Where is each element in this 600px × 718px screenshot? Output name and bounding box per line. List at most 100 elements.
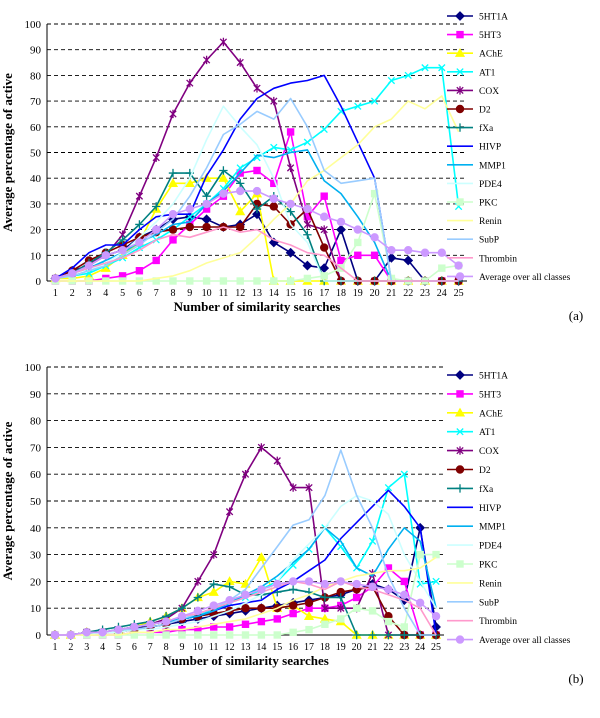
x-tick-label: 17 (304, 642, 314, 653)
data-point-average-over-all-classes (320, 579, 330, 589)
x-tick-label: 10 (202, 288, 212, 299)
x-tick-label: 9 (179, 642, 184, 653)
series-line-thrombin (55, 226, 459, 282)
data-point-ache (235, 206, 246, 216)
legend-marker (456, 446, 464, 455)
legend-item-hivp: HIVP (447, 504, 501, 514)
data-point-cox (320, 225, 328, 234)
data-point-at1 (384, 483, 393, 492)
data-point-cox (202, 55, 211, 65)
data-point-cox (257, 443, 266, 452)
legend-marker (455, 104, 465, 114)
y-tick-label: 80 (30, 70, 42, 82)
legend-item-mmp1: MMP1 (447, 161, 506, 171)
x-tick-label: 12 (225, 642, 235, 653)
legend-item-subp: SubP (447, 236, 499, 246)
y-tick-label: 80 (30, 416, 42, 428)
x-tick-label: 8 (164, 642, 169, 653)
y-tick-label: 20 (30, 225, 42, 237)
data-point-average-over-all-classes (209, 601, 218, 610)
x-tick-label: 7 (148, 642, 153, 653)
data-point-cox (321, 604, 329, 613)
x-tick-label: 24 (437, 288, 447, 299)
data-point-ache (208, 586, 219, 596)
x-tick-label: 20 (370, 288, 380, 299)
legend-item-thrombin: Thrombin (447, 617, 517, 627)
data-point-pkc (253, 277, 261, 285)
data-point-cox (273, 456, 281, 465)
data-point-average-over-all-classes (241, 590, 250, 599)
legend-item-renin: Renin (447, 579, 502, 589)
legend-item-hivp: HIVP (447, 143, 501, 153)
data-point-5ht1a (386, 252, 397, 263)
data-point-average-over-all-classes (84, 261, 94, 270)
data-point-d2 (304, 598, 314, 608)
x-tick-label: 23 (399, 642, 409, 653)
legend-marker (456, 198, 464, 206)
legend-label: Average over all classes (479, 636, 571, 646)
x-tick-label: 14 (256, 642, 266, 653)
data-point-pkc (289, 628, 297, 637)
data-point-d2 (257, 604, 266, 613)
data-point-cox (337, 604, 345, 613)
data-point-fxa (336, 593, 345, 602)
data-point-5ht3 (135, 267, 144, 275)
data-point-cox (135, 191, 144, 201)
legend-label: SubP (479, 598, 499, 608)
data-point-average-over-all-classes (286, 199, 295, 209)
y-tick-label: 70 (30, 96, 42, 108)
data-point-5ht3 (337, 256, 345, 265)
data-point-ache (167, 178, 179, 188)
data-point-5ht1a (336, 224, 346, 235)
legend-label: Renin (479, 579, 502, 589)
data-point-pkc (210, 631, 218, 639)
data-point-pkc (352, 604, 361, 612)
legend-item-5ht3: 5HT3 (447, 30, 501, 41)
legend-item-pde4: PDE4 (447, 542, 502, 552)
y-tick-label: 60 (30, 469, 42, 481)
data-point-5ht3 (241, 620, 250, 628)
data-point-average-over-all-classes (384, 585, 393, 594)
legend-marker (455, 370, 465, 380)
legend-label: PDE4 (479, 180, 502, 190)
data-point-5ht3 (253, 166, 261, 175)
y-tick-label: 20 (30, 576, 42, 588)
x-tick-label: 2 (68, 642, 73, 653)
data-point-average-over-all-classes (202, 199, 211, 209)
legend-marker (455, 465, 465, 474)
data-point-ache (218, 172, 229, 182)
data-point-average-over-all-classes (415, 598, 425, 608)
legend-label: MMP1 (479, 161, 506, 171)
y-tick-label: 50 (30, 496, 42, 508)
legend-item-at1: AT1 (447, 428, 496, 438)
legend-label: 5HT3 (479, 31, 501, 41)
legend-item-ache: AChE (447, 407, 503, 419)
legend-label: Average over all classes (479, 273, 571, 283)
data-point-5ht1a (201, 214, 212, 225)
data-point-d2 (202, 222, 211, 232)
series-thrombin (55, 226, 459, 282)
data-point-average-over-all-classes (387, 245, 396, 255)
series-renin (55, 95, 460, 282)
data-point-d2 (320, 243, 329, 252)
legend-label: COX (479, 87, 499, 97)
data-point-at1 (421, 64, 429, 72)
y-tick-label: 90 (30, 45, 42, 57)
x-tick-label: 24 (415, 642, 425, 653)
y-tick-label: 40 (30, 523, 42, 535)
data-point-5ht3 (400, 577, 409, 586)
x-tick-label: 11 (219, 288, 229, 299)
legend-marker (454, 47, 466, 57)
y-tick-label: 10 (30, 250, 42, 262)
legend-marker (456, 428, 464, 436)
data-point-pkc (270, 277, 278, 285)
legend-item-pde4: PDE4 (447, 180, 502, 190)
x-tick-label: 18 (336, 288, 346, 299)
data-point-ache (303, 611, 315, 620)
data-point-ache (256, 552, 267, 561)
x-tick-label: 6 (137, 288, 142, 299)
data-point-5ht3 (352, 593, 361, 602)
legend-label: COX (479, 447, 499, 457)
data-point-fxa (400, 630, 409, 640)
